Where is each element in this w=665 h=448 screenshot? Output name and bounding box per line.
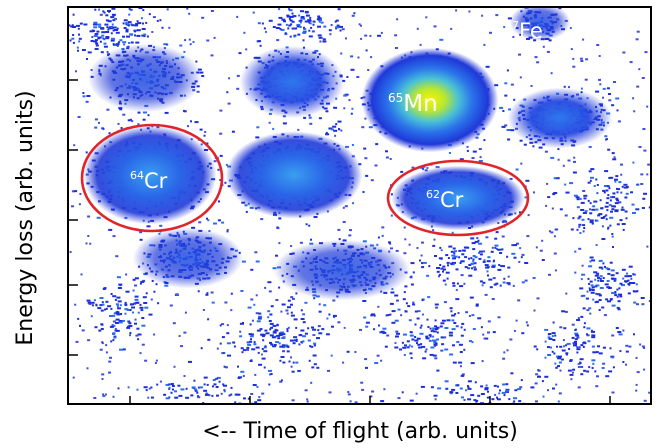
annotations: 67Fe 65Mn 64Cr 62Cr: [80, 19, 543, 237]
highlight-ring-62cr: [386, 159, 530, 237]
heatmap-clusters: [83, 7, 613, 301]
highlight-ring-64cr: [80, 123, 224, 233]
plot-frame: [67, 6, 652, 405]
isotope-label-64cr: 64Cr: [130, 169, 168, 193]
isotope-label-65mn: 65Mn: [388, 91, 438, 117]
heatmap-area: [68, 7, 651, 404]
x-axis-label: <-- Time of flight (arb. units): [202, 419, 518, 444]
isotope-label-67fe: 67Fe: [505, 19, 543, 43]
axis-ticks: [68, 79, 611, 404]
y-axis-label: Energy loss (arb. units): [13, 90, 38, 345]
isotope-label-62cr: 62Cr: [426, 188, 464, 212]
